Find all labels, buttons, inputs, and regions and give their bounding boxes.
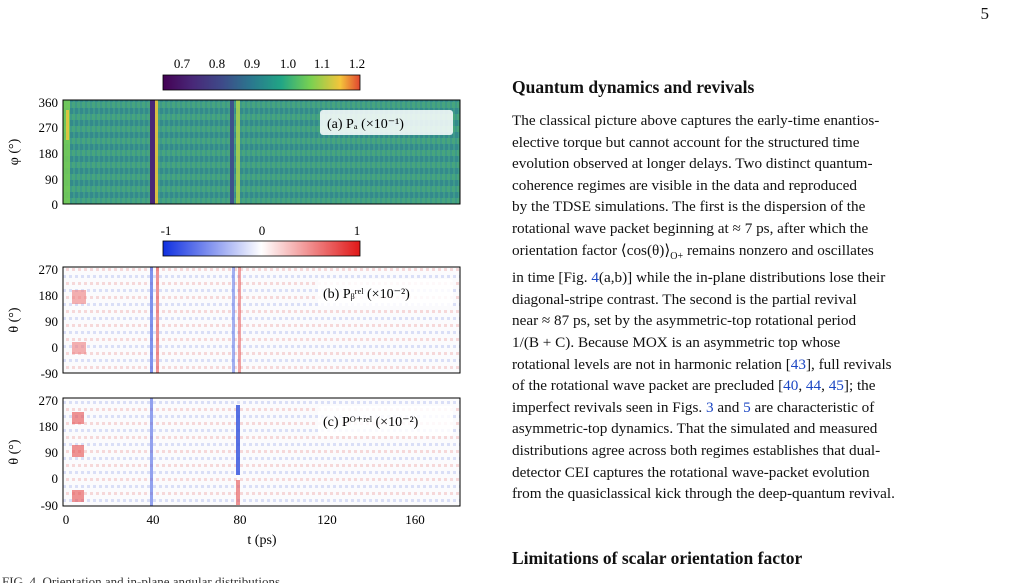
panel-c-ytick: 180 [39,419,59,434]
panel-b-ytick: 90 [45,314,58,329]
figure-4: 0.7 0.8 0.9 1.0 1.1 1.2 (a) Pₐ (×10⁻¹) 3… [2,56,461,583]
panel-c-ytick: 90 [45,445,58,460]
x-tick: 40 [147,512,160,527]
citation-link[interactable]: 40 [783,377,799,395]
panel-a-ytick: 90 [45,172,58,187]
text-line: rotational levels are not in harmonic re… [512,354,998,376]
colorbar-pa: 0.7 0.8 0.9 1.0 1.1 1.2 [162,56,365,91]
panel-a-ytick: 180 [39,146,59,161]
figure-caption-cut: FIG. 4. Orientation and in-plane angular… [2,574,280,583]
colorbar-pa-tick: 1.2 [349,56,365,71]
text-fragment: ], full revivals [805,355,892,373]
text-fragment: , [798,377,806,395]
text-fragment: rotational levels are not in harmonic re… [512,355,791,373]
text-line: distributions agree across both regimes … [512,441,881,459]
section-title-limitations: Limitations of scalar orientation factor [512,548,803,568]
panel-a-ylabel: φ (°) [7,138,22,165]
panel-c-ylabel: θ (°) [7,439,22,464]
panel-c-ytick: 270 [39,393,59,408]
page-number: 5 [980,4,990,23]
panel-b-ytick: 270 [39,262,59,277]
text-line: 1/(B + C). Because MOX is an asymmetric … [512,333,841,351]
panel-b-ytick: 180 [39,288,59,303]
text-fragment: in time [Fig. [512,269,592,287]
text-line: in time [Fig. 4(a,b)] while the in-plane… [512,267,998,289]
text-line: of the rotational wave packet are preclu… [512,375,998,397]
panel-a-ytick: 270 [39,120,59,135]
figure-ref-link[interactable]: 4 [591,269,599,287]
text-line: evolution observed at longer delays. Two… [512,155,873,173]
colorbar-pa-tick: 0.7 [174,56,191,71]
text-fragment: of the rotational wave packet are preclu… [512,377,784,395]
x-tick: 160 [405,512,425,527]
text-fragment: (a,b)] while the in-plane distributions … [598,269,886,287]
text-fragment: , [821,377,829,395]
section-title-quantum-dynamics: Quantum dynamics and revivals [512,77,755,97]
text-line: from the quasiclassical kick through the… [512,485,895,503]
citation-link[interactable]: 44 [805,377,822,395]
text-line: asymmetric-top dynamics. That the simula… [512,420,878,438]
text-fragment: orientation factor ⟨cos(θ)⟩ [512,241,671,259]
panel-c-ytick: 0 [52,471,59,486]
body-paragraph: The classical picture above captures the… [512,110,998,505]
text-fragment: remains nonzero and oscillates [683,241,874,259]
text-line: The classical picture above captures the… [512,112,880,129]
x-tick: 120 [317,512,337,527]
panel-b: (b) Pᵦʳᵉˡ (×10⁻²) 270 180 90 0 -90 θ (°) [7,262,461,381]
x-axis: 0 40 80 120 160 t (ps) [63,512,425,548]
colorbar-pa-tick: 0.8 [209,56,225,71]
x-tick: 80 [234,512,247,527]
text-line: detector CEI captures the rotational wav… [512,463,870,481]
text-fragment: imperfect revivals seen in Figs. [512,398,707,416]
figure-ref-link[interactable]: 3 [706,398,714,416]
colorbar-rel-tick: 1 [354,223,361,238]
panel-c-label: (c) Pᴼ⁺ʳᵉˡ (×10⁻²) [323,415,419,430]
text-subscript: O+ [670,250,684,262]
x-tick: 0 [63,512,70,527]
figure-ref-link[interactable]: 5 [743,398,751,416]
panel-a: (a) Pₐ (×10⁻¹) 360 270 180 90 0 φ (°) [7,95,461,212]
text-fragment: and [713,398,744,416]
panel-c-ytick: -90 [41,498,58,513]
panel-a-label: (a) Pₐ (×10⁻¹) [327,117,404,132]
text-line: elective torque but cannot account for t… [512,133,860,151]
panel-b-ytick: -90 [41,366,58,381]
colorbar-pa-tick: 1.0 [280,56,296,71]
text-line: diagonal-stripe contrast. The second is … [512,290,857,308]
x-axis-label: t (ps) [247,533,277,548]
colorbar-rel-tick: -1 [161,223,172,238]
text-line: coherence regimes are visible in the dat… [512,176,857,194]
text-line: orientation factor ⟨cos(θ)⟩O+ remains no… [512,240,998,268]
panel-b-ytick: 0 [52,340,59,355]
text-line: near ≈ 87 ps, set by the asymmetric-top … [512,312,857,330]
text-line: by the TDSE simulations. The first is th… [512,198,866,216]
citation-link[interactable]: 43 [790,355,806,373]
panel-c: (c) Pᴼ⁺ʳᵉˡ (×10⁻²) 270 180 90 0 -90 θ (°… [7,393,461,513]
colorbar-pa-tick: 0.9 [244,56,260,71]
citation-link[interactable]: 45 [828,377,844,395]
colorbar-pa-tick: 1.1 [314,56,330,71]
text-fragment: are characteristic of [750,398,875,416]
panel-b-label: (b) Pᵦʳᵉˡ (×10⁻²) [323,287,410,302]
colorbar-rel-tick: 0 [259,223,266,238]
text-line: imperfect revivals seen in Figs. 3 and 5… [512,397,998,419]
colorbar-rel: -1 0 1 [161,223,361,257]
text-line: rotational wave packet beginning at ≈ 7 … [512,219,869,237]
panel-b-ylabel: θ (°) [7,307,22,332]
panel-a-ytick: 360 [39,95,59,110]
panel-a-ytick: 0 [52,197,59,212]
text-fragment: ]; the [843,377,876,395]
